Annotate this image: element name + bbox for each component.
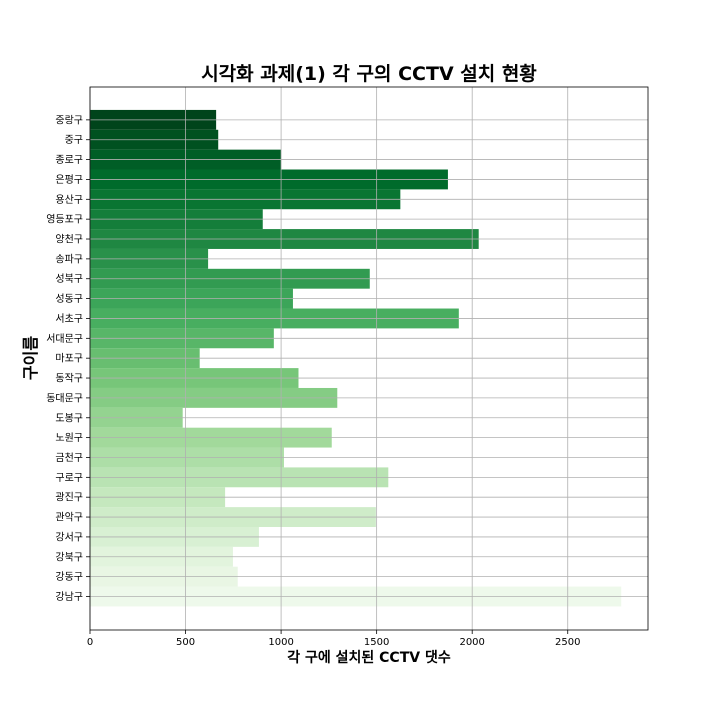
plot-frame <box>89 86 649 631</box>
grid-layer <box>89 87 648 630</box>
y-tick-label-동작구: 동작구 <box>55 373 83 385</box>
y-tick-label-강북구: 강북구 <box>55 551 83 563</box>
y-tick-label-광진구: 광진구 <box>55 492 83 504</box>
x-axis-label: 각 구에 설치된 CCTV 댓수 <box>287 649 451 666</box>
x-tick-label: 500 <box>176 637 195 648</box>
y-axis-label: 구이름 <box>21 336 40 380</box>
y-tick-label-강서구: 강서구 <box>55 531 83 543</box>
y-tick-label-송파구: 송파구 <box>55 253 83 265</box>
y-tick-label-중랑구: 중랑구 <box>55 114 83 126</box>
y-tick-label-강남구: 강남구 <box>55 591 83 603</box>
chart-title: 시각화 과제(1) 각 구의 CCTV 설치 현황 <box>201 62 537 85</box>
y-tick-label-용산구: 용산구 <box>55 194 83 206</box>
y-tick-label-양천구: 양천구 <box>55 234 83 246</box>
y-tick-label-동대문구: 동대문구 <box>46 392 83 404</box>
x-tick-label: 1000 <box>268 637 293 648</box>
y-tick-label-은평구: 은평구 <box>55 174 83 186</box>
y-tick-label-노원구: 노원구 <box>55 432 83 444</box>
y-tick-label-서대문구: 서대문구 <box>46 333 83 345</box>
ticks-layer: 0 500 1000 1500 2000 2500 강남구 강동구 강북구 강서구 관악구 광진구 구로… <box>46 114 580 648</box>
y-tick-label-서초구: 서초구 <box>55 313 83 325</box>
y-tick-label-중구: 중구 <box>65 134 83 146</box>
x-tick-label: 2500 <box>555 637 580 648</box>
x-tick-label: 1500 <box>364 637 389 648</box>
y-tick-label-금천구: 금천구 <box>55 452 83 464</box>
y-tick-label-영등포구: 영등포구 <box>46 214 83 226</box>
y-tick-label-관악구: 관악구 <box>55 512 83 524</box>
y-tick-label-종로구: 종로구 <box>55 154 83 166</box>
y-tick-label-강동구: 강동구 <box>55 571 83 583</box>
y-tick-label-성동구: 성동구 <box>55 293 83 305</box>
x-tick-label: 0 <box>87 637 93 648</box>
y-tick-label-성북구: 성북구 <box>55 273 83 285</box>
x-tick-label: 2000 <box>459 637 484 648</box>
y-tick-label-구로구: 구로구 <box>55 473 83 484</box>
y-tick-label-마포구: 마포구 <box>55 353 83 365</box>
y-tick-label-도봉구: 도봉구 <box>55 412 83 424</box>
